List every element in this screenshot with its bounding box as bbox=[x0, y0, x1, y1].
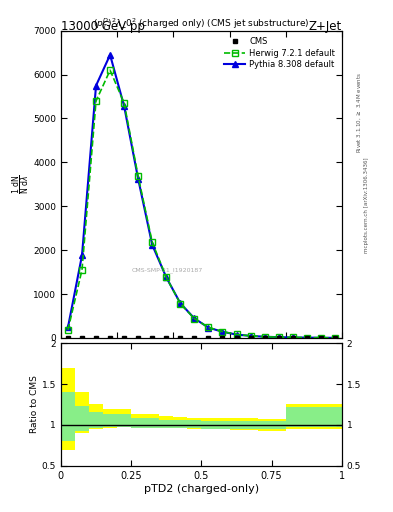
Herwig 7.2.1 default bbox=[318, 335, 323, 341]
Herwig 7.2.1 default bbox=[136, 174, 141, 180]
Pythia 8.308 default bbox=[332, 335, 337, 341]
Pythia 8.308 default bbox=[276, 334, 281, 340]
Pythia 8.308 default bbox=[94, 82, 98, 89]
CMS bbox=[122, 335, 127, 341]
Text: CMS-SMP-21_I1920187: CMS-SMP-21_I1920187 bbox=[132, 267, 203, 273]
Title: $(p_T^D)^2\lambda\_0^2$ (charged only) (CMS jet substructure): $(p_T^D)^2\lambda\_0^2$ (charged only) (… bbox=[93, 16, 310, 31]
Pythia 8.308 default bbox=[234, 331, 239, 337]
Herwig 7.2.1 default bbox=[220, 329, 225, 335]
Pythia 8.308 default bbox=[192, 315, 197, 322]
Herwig 7.2.1 default bbox=[290, 334, 295, 340]
CMS bbox=[332, 335, 337, 341]
Herwig 7.2.1 default bbox=[94, 98, 98, 104]
CMS bbox=[94, 335, 98, 341]
Herwig 7.2.1 default bbox=[164, 274, 169, 281]
Pythia 8.308 default bbox=[150, 242, 154, 248]
Herwig 7.2.1 default bbox=[234, 331, 239, 337]
CMS bbox=[220, 335, 225, 341]
Pythia 8.308 default bbox=[136, 176, 141, 182]
Pythia 8.308 default bbox=[220, 329, 225, 335]
Herwig 7.2.1 default bbox=[305, 334, 309, 340]
Herwig 7.2.1 default bbox=[80, 267, 84, 273]
Pythia 8.308 default bbox=[290, 334, 295, 340]
Pythia 8.308 default bbox=[262, 334, 267, 340]
Herwig 7.2.1 default bbox=[150, 239, 154, 245]
X-axis label: pTD2 (charged-only): pTD2 (charged-only) bbox=[144, 483, 259, 494]
CMS bbox=[234, 335, 239, 341]
Herwig 7.2.1 default bbox=[248, 333, 253, 339]
Pythia 8.308 default bbox=[108, 52, 112, 58]
Pythia 8.308 default bbox=[305, 334, 309, 340]
Herwig 7.2.1 default bbox=[66, 327, 70, 333]
Text: Rivet 3.1.10, $\geq$ 3.4M events: Rivet 3.1.10, $\geq$ 3.4M events bbox=[356, 72, 363, 153]
CMS bbox=[150, 335, 154, 341]
Pythia 8.308 default bbox=[66, 324, 70, 330]
Herwig 7.2.1 default bbox=[262, 334, 267, 340]
CMS bbox=[262, 335, 267, 341]
Pythia 8.308 default bbox=[248, 333, 253, 339]
Herwig 7.2.1 default bbox=[108, 67, 112, 73]
Y-axis label: $\frac{1}{\mathrm{N}}\frac{\mathrm{d}\mathrm{N}}{\mathrm{d}\lambda}$: $\frac{1}{\mathrm{N}}\frac{\mathrm{d}\ma… bbox=[10, 174, 32, 195]
Line: Herwig 7.2.1 default: Herwig 7.2.1 default bbox=[65, 68, 338, 340]
CMS bbox=[136, 335, 141, 341]
Herwig 7.2.1 default bbox=[178, 301, 183, 307]
Herwig 7.2.1 default bbox=[122, 100, 127, 106]
CMS bbox=[276, 335, 281, 341]
Line: CMS: CMS bbox=[66, 335, 337, 340]
CMS bbox=[178, 335, 183, 341]
CMS bbox=[192, 335, 197, 341]
CMS bbox=[206, 335, 211, 341]
CMS bbox=[108, 335, 112, 341]
CMS bbox=[80, 335, 84, 341]
Herwig 7.2.1 default bbox=[192, 315, 197, 322]
Herwig 7.2.1 default bbox=[276, 334, 281, 340]
Text: mcplots.cern.ch [arXiv:1306.3436]: mcplots.cern.ch [arXiv:1306.3436] bbox=[364, 157, 369, 252]
CMS bbox=[164, 335, 169, 341]
Pythia 8.308 default bbox=[122, 103, 127, 109]
CMS bbox=[248, 335, 253, 341]
Y-axis label: Ratio to CMS: Ratio to CMS bbox=[30, 375, 39, 434]
Text: 13000 GeV pp: 13000 GeV pp bbox=[61, 20, 145, 33]
CMS bbox=[305, 335, 309, 341]
Text: Z+Jet: Z+Jet bbox=[309, 20, 342, 33]
Pythia 8.308 default bbox=[164, 274, 169, 281]
Pythia 8.308 default bbox=[318, 335, 323, 341]
Pythia 8.308 default bbox=[80, 252, 84, 259]
Line: Pythia 8.308 default: Pythia 8.308 default bbox=[65, 52, 338, 340]
Herwig 7.2.1 default bbox=[332, 335, 337, 341]
Pythia 8.308 default bbox=[206, 325, 211, 331]
CMS bbox=[318, 335, 323, 341]
Pythia 8.308 default bbox=[178, 300, 183, 306]
Herwig 7.2.1 default bbox=[206, 324, 211, 330]
CMS bbox=[66, 335, 70, 341]
CMS bbox=[290, 335, 295, 341]
Legend: CMS, Herwig 7.2.1 default, Pythia 8.308 default: CMS, Herwig 7.2.1 default, Pythia 8.308 … bbox=[222, 35, 338, 72]
